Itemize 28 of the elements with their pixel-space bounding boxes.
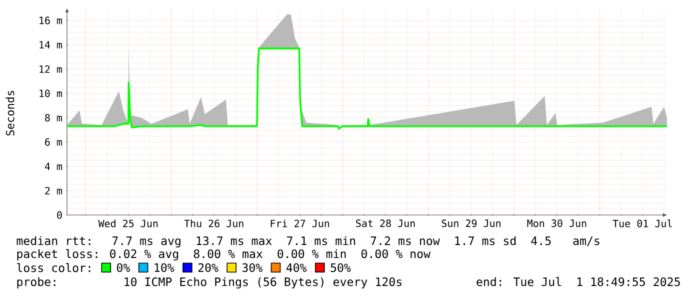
x-tick-label: Wed 25 Jun	[98, 220, 158, 228]
y-tick-label: 12 m	[40, 65, 62, 73]
legend-label: 50%	[330, 263, 351, 272]
y-tick-label: 0	[57, 211, 62, 219]
legend-label: 20%	[198, 263, 218, 272]
x-tick-label: Tue 01 Jul	[612, 220, 672, 228]
y-tick-label: 2 m	[45, 186, 62, 194]
x-tick-label: Thu 26 Jun	[184, 220, 244, 228]
x-tick-label: Mon 30 Jun	[527, 220, 586, 228]
y-tick-label: 14 m	[40, 41, 62, 48]
y-axis-title: Seconds	[6, 90, 14, 136]
y-tick-label: 16 m	[40, 16, 62, 24]
y-tick-label: 4 m	[44, 162, 62, 170]
legend-title: loss color:	[17, 263, 90, 272]
text: probe: 10 ICMP Echo Pings (56 Bytes) every 120s	[17, 277, 402, 288]
legend-label: 30%	[242, 263, 262, 272]
x-tick-label: Fri 27 Jun	[270, 220, 330, 228]
y-tick-label: 10 m	[40, 90, 62, 98]
text: packet loss: 0.02 % avg 8.00 % max 0.00 % min 0.00 % now	[17, 249, 431, 260]
y-tick-label: 8 m	[45, 114, 62, 122]
legend-label: 0%	[116, 263, 130, 272]
x-tick-label: Sat 28 Jun	[356, 220, 415, 228]
text: end: Tue Jul 1 18:49:55 2025	[476, 277, 680, 286]
legend-label: 40%	[286, 263, 307, 272]
y-tick-label: 6 m	[45, 138, 62, 146]
x-tick-label: Sun 29 Jun	[442, 220, 500, 228]
text: median rtt: 7.7 ms avg 13.7 ms max 7.1 ms min 7.2 ms now 1.7 ms sd 4.5 am/s	[16, 236, 600, 248]
legend-label: 10%	[154, 263, 174, 272]
